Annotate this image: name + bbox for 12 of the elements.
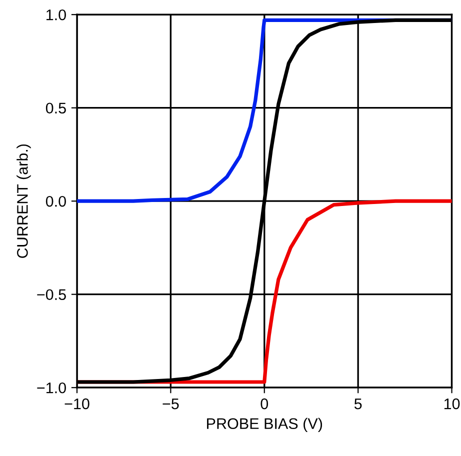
y-tick-label: −0.5	[37, 289, 66, 300]
y-tick-label: −1.0	[37, 382, 66, 394]
x-tick-label: −5	[162, 398, 179, 410]
y-axis-title: CURRENT (arb.)	[16, 144, 31, 258]
y-tick-label: 1.0	[46, 9, 66, 20]
x-tick-label: 0	[260, 398, 268, 410]
x-tick-label: −10	[64, 398, 90, 410]
y-tick-label: 0.0	[46, 196, 66, 207]
x-tick-label: 5	[354, 398, 362, 410]
y-tick-label: 0.5	[46, 102, 66, 114]
x-tick-label: 10	[444, 398, 460, 410]
x-axis-title: PROBE BIAS (V)	[207, 418, 322, 432]
